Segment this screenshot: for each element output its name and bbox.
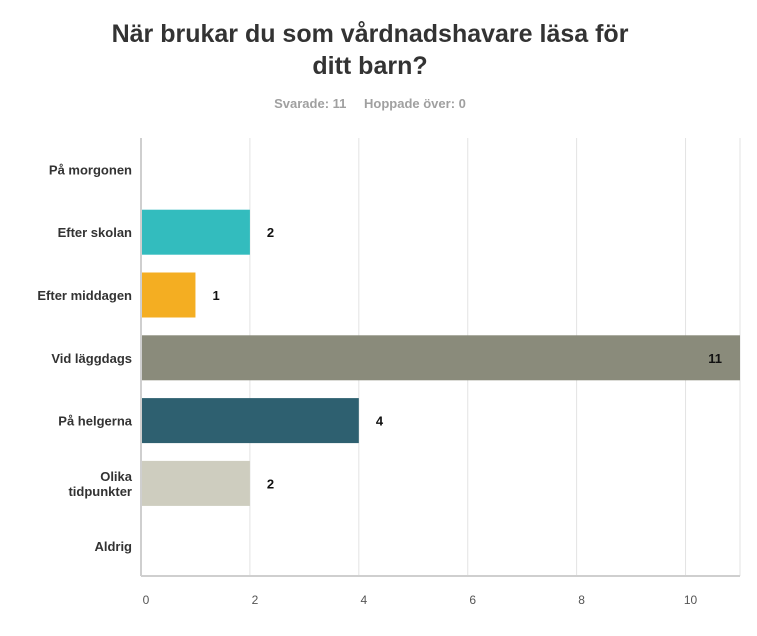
chart-title-line1: När brukar du som vårdnadshavare läsa fö… <box>111 20 629 48</box>
x-tick-label: 8 <box>578 593 585 607</box>
category-label: Efter middagen <box>37 288 132 303</box>
data-label: 4 <box>376 414 384 429</box>
skipped-count: Hoppade över: 0 <box>364 96 466 111</box>
x-tick-label: 2 <box>252 593 259 607</box>
x-tick-label: 4 <box>360 593 367 607</box>
category-label: På helgerna <box>58 414 132 429</box>
x-tick-label: 0 <box>143 593 150 607</box>
data-label: 1 <box>212 288 219 303</box>
data-label: 2 <box>267 476 274 491</box>
category-label: Vid läggdags <box>51 351 132 366</box>
category-label: Efter skolan <box>58 225 132 240</box>
bar <box>141 335 740 381</box>
data-label: 2 <box>267 225 274 240</box>
answered-count: Svarade: 11 <box>274 96 347 111</box>
category-label: Olika tidpunkter <box>68 469 132 499</box>
chart-title-line2: ditt barn? <box>312 52 428 80</box>
response-summary: Svarade: 11 Hoppade över: 0 <box>0 96 740 111</box>
x-tick-label: 6 <box>469 593 476 607</box>
bar <box>141 209 250 255</box>
bar <box>141 272 196 318</box>
x-tick-label: 10 <box>684 593 698 607</box>
bar <box>141 460 250 506</box>
category-label: På morgonen <box>49 162 132 177</box>
bar <box>141 398 359 444</box>
category-label: Aldrig <box>94 539 132 554</box>
data-label: 11 <box>708 351 722 366</box>
chart-title: När brukar du som vårdnadshavare läsa fö… <box>0 18 740 82</box>
